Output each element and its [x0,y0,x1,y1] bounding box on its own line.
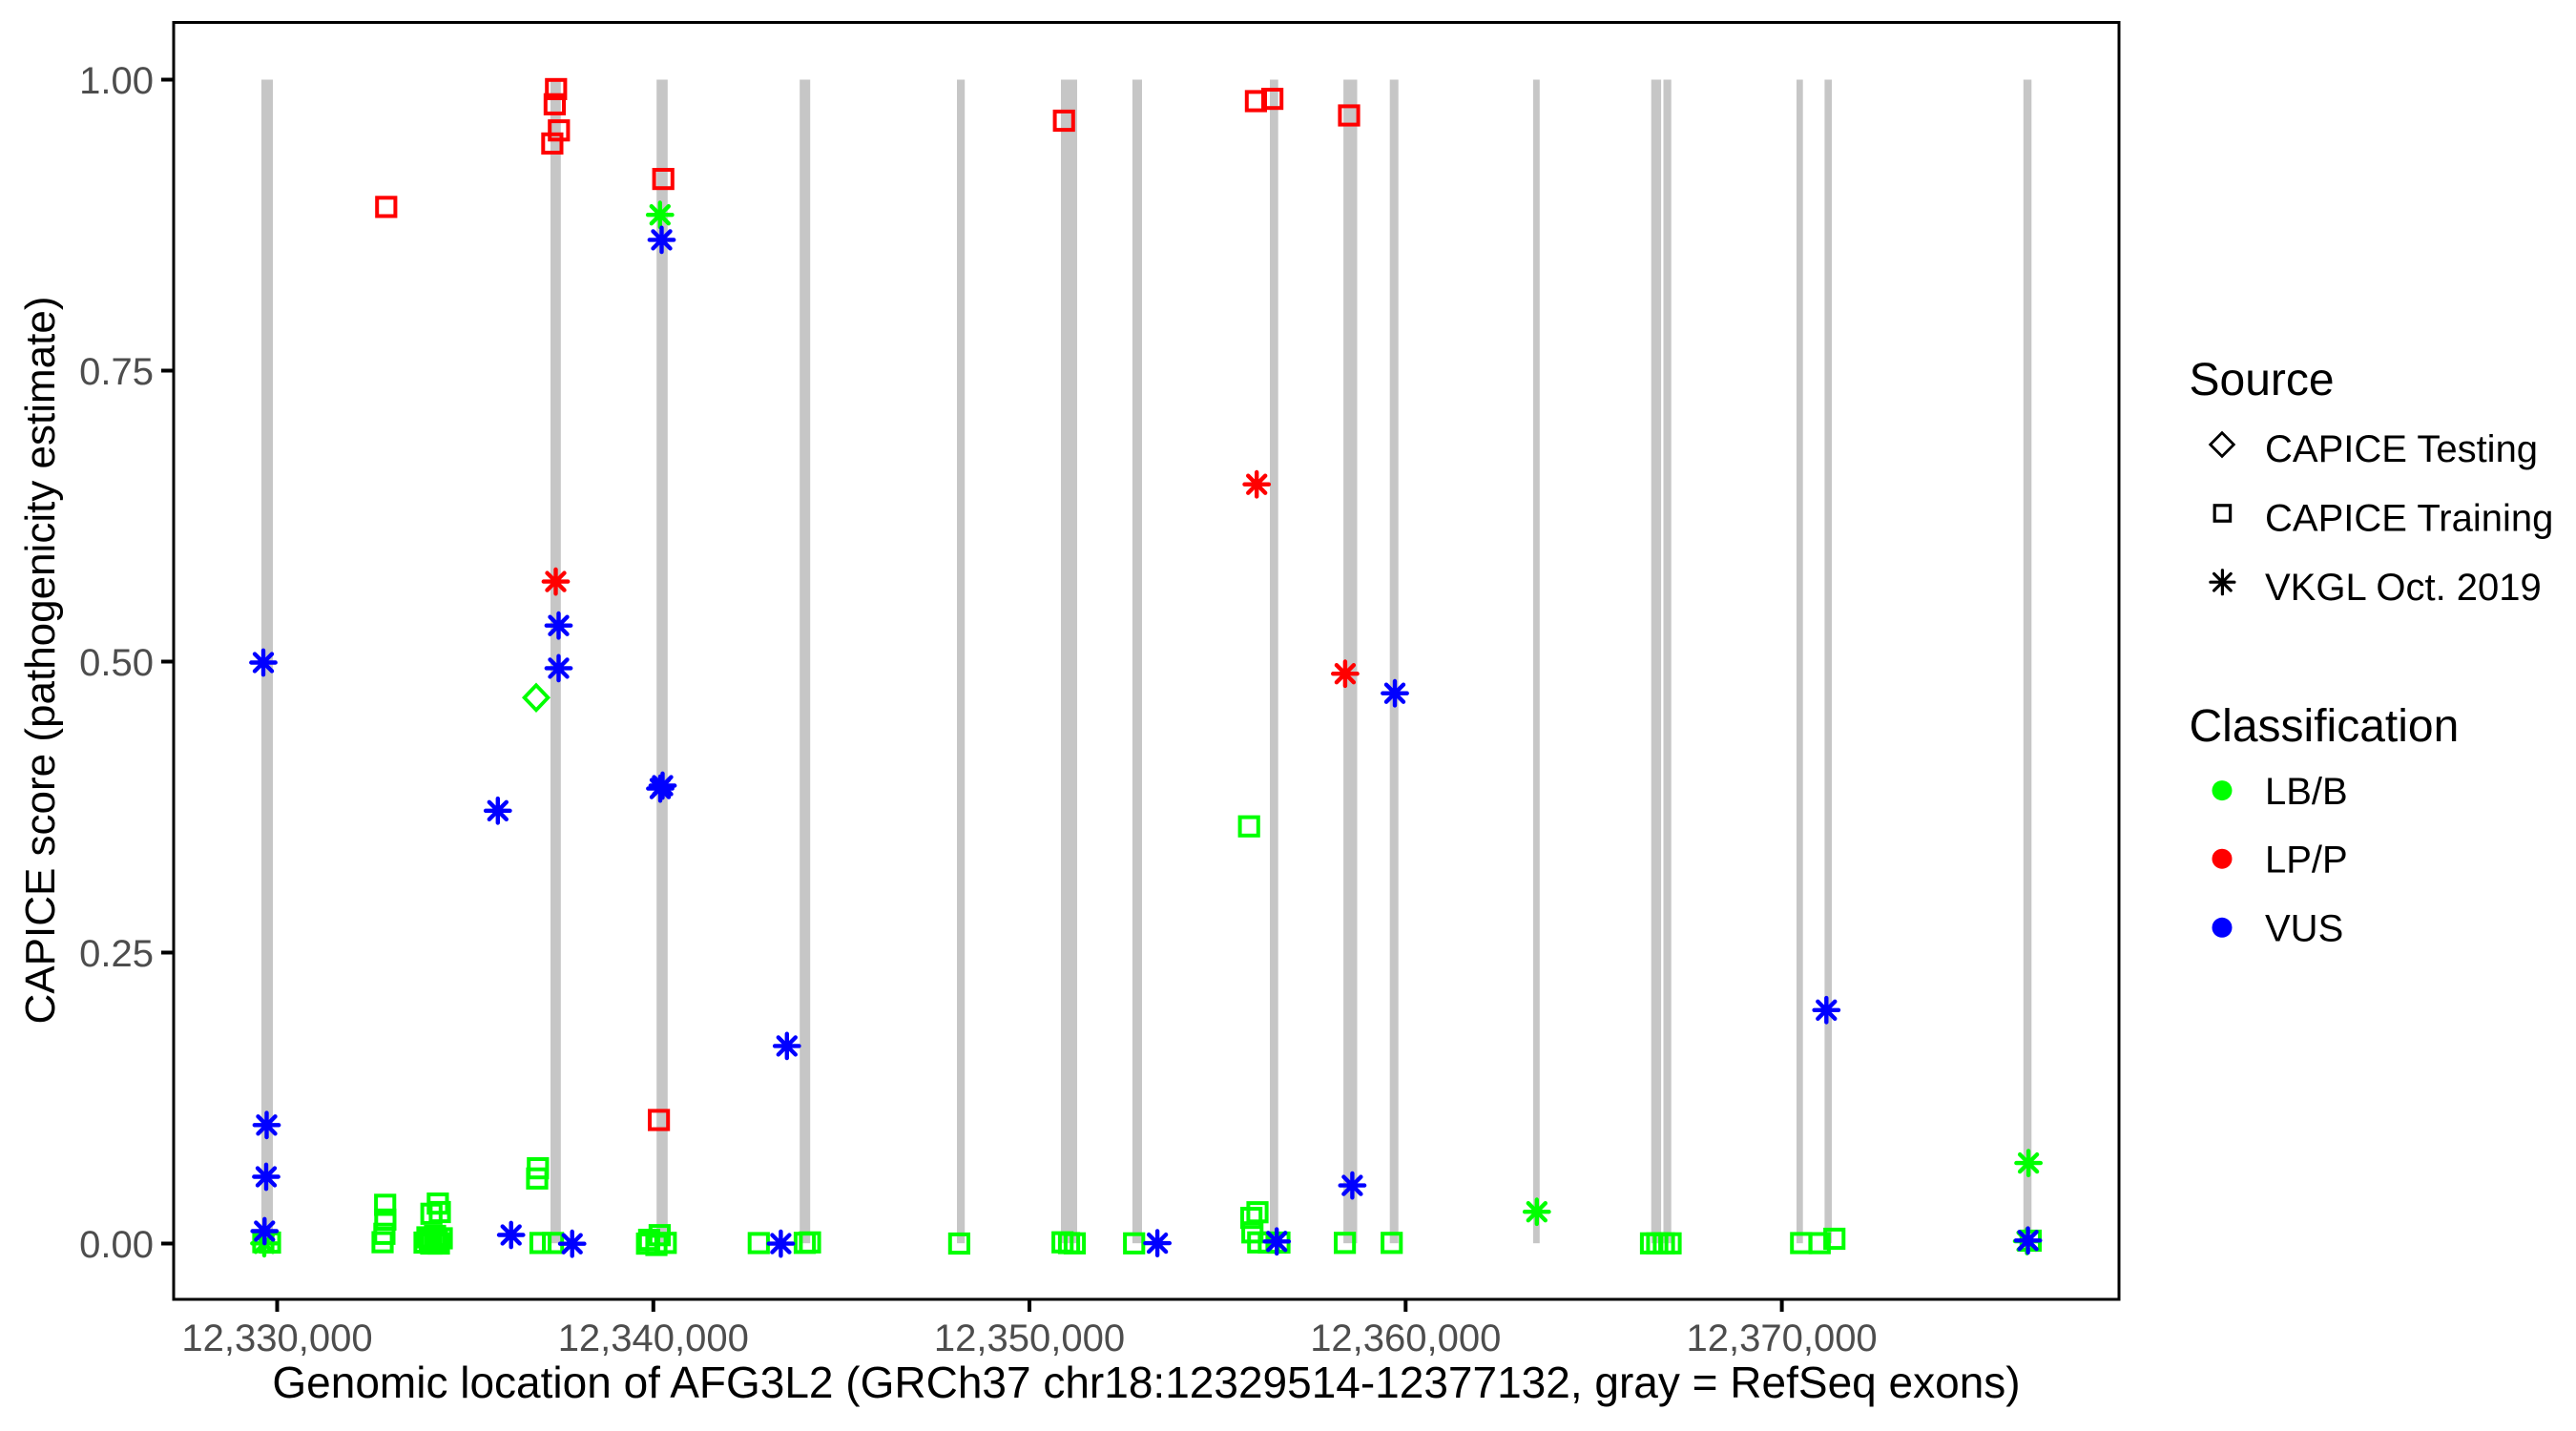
svg-text:12,350,000: 12,350,000 [934,1317,1125,1359]
svg-text:12,330,000: 12,330,000 [181,1317,372,1359]
svg-text:LB/B: LB/B [2265,771,2348,813]
svg-text:12,340,000: 12,340,000 [558,1317,749,1359]
svg-text:CAPICE Training: CAPICE Training [2265,498,2553,540]
svg-text:12,370,000: 12,370,000 [1686,1317,1877,1359]
svg-text:VUS: VUS [2265,908,2343,950]
svg-text:0.00: 0.00 [79,1224,154,1266]
svg-text:0.25: 0.25 [79,933,154,975]
svg-text:CAPICE score (pathogenicity es: CAPICE score (pathogenicity estimate) [17,297,64,1025]
svg-text:CAPICE Testing: CAPICE Testing [2265,428,2538,470]
svg-text:0.50: 0.50 [79,642,154,684]
svg-text:VKGL Oct. 2019: VKGL Oct. 2019 [2265,567,2542,609]
svg-text:0.75: 0.75 [79,351,154,393]
svg-text:12,360,000: 12,360,000 [1310,1317,1501,1359]
svg-text:Source: Source [2190,355,2335,405]
svg-text:Genomic location of AFG3L2 (GR: Genomic location of AFG3L2 (GRCh37 chr18… [272,1358,2020,1407]
svg-text:1.00: 1.00 [79,60,154,102]
svg-text:Classification: Classification [2190,701,2460,752]
svg-text:LP/P: LP/P [2265,840,2348,881]
